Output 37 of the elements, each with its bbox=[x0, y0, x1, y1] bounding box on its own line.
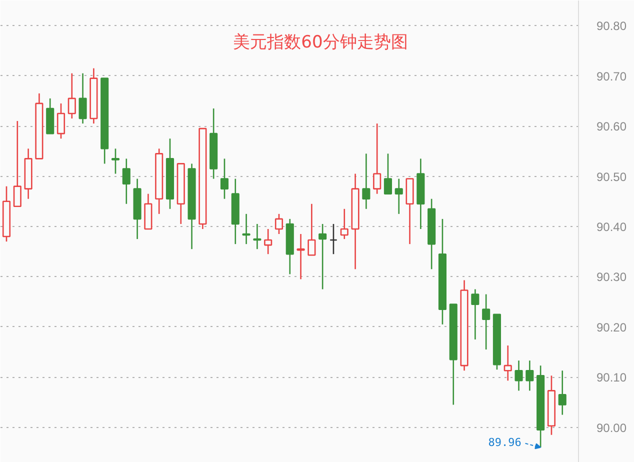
candlestick bbox=[340, 208, 348, 240]
y-tick-label: 90.80 bbox=[596, 19, 627, 34]
y-tick-label: 90.70 bbox=[596, 69, 627, 84]
candlestick bbox=[274, 213, 284, 235]
candlestick bbox=[296, 233, 305, 280]
candlestick bbox=[220, 158, 229, 200]
candlestick bbox=[253, 223, 262, 250]
candlestick bbox=[308, 203, 316, 256]
candlestick bbox=[558, 370, 566, 416]
y-tick-label: 90.20 bbox=[596, 320, 627, 334]
y-tick-label: 90.30 bbox=[596, 270, 627, 284]
candlestick bbox=[242, 213, 250, 245]
candlestick bbox=[504, 344, 512, 382]
candlestick bbox=[471, 288, 480, 340]
text: 美元指数60分钟走势图 bbox=[233, 32, 408, 52]
candlestick bbox=[264, 228, 272, 255]
candlestick bbox=[384, 153, 392, 194]
annotation: 89.96 bbox=[488, 436, 522, 449]
candlestick bbox=[13, 120, 22, 208]
y-tick-label: 90.60 bbox=[596, 120, 627, 134]
candlestick bbox=[362, 153, 370, 210]
candlestick bbox=[526, 360, 534, 392]
candlestick bbox=[329, 223, 338, 255]
candlestick bbox=[78, 72, 87, 124]
candlestick bbox=[56, 102, 66, 140]
candlestick bbox=[373, 122, 382, 194]
candlestick bbox=[111, 148, 120, 174]
y-tick-label: 90.00 bbox=[596, 420, 627, 435]
candlestick bbox=[68, 72, 76, 120]
candlestick bbox=[122, 158, 130, 205]
y-tick-label: 90.50 bbox=[596, 170, 627, 184]
y-tick-label: 90.10 bbox=[596, 370, 627, 385]
candlestick bbox=[394, 178, 403, 215]
candlestick bbox=[318, 223, 327, 290]
candlestick bbox=[482, 294, 490, 350]
candlestick bbox=[514, 360, 523, 392]
y-tick-label: 90.40 bbox=[596, 220, 627, 234]
